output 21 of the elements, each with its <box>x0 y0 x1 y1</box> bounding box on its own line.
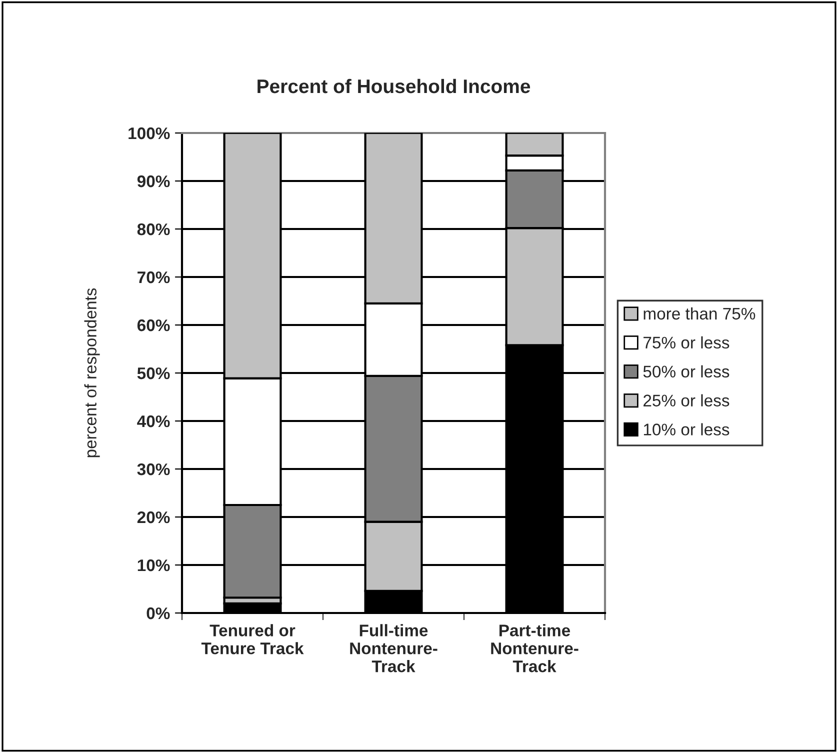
legend-label: 75% or less <box>644 336 730 349</box>
y-axis-title: percent of respondents <box>84 288 100 458</box>
x-tick-label: Tenured or Tenure Track <box>201 624 304 654</box>
x-tick-label: Full-time Nontenure- Track <box>350 624 438 672</box>
y-tick-label: 70% <box>138 271 170 284</box>
y-tick-label: 100% <box>128 127 170 140</box>
x-tick-label: Part-time Nontenure- Track <box>491 624 578 672</box>
y-tick-label: 20% <box>137 511 170 524</box>
legend-label: 25% or less <box>644 394 730 406</box>
y-tick-label: 10% <box>138 559 170 572</box>
y-tick-label: 30% <box>137 463 170 476</box>
legend-label: more than 75% <box>644 307 756 320</box>
legend-label: 50% or less <box>643 365 730 378</box>
y-tick-label: 40% <box>137 415 170 428</box>
y-tick-label: 90% <box>137 175 170 188</box>
y-tick-label: 50% <box>137 367 170 380</box>
legend-label: 10% or less <box>644 423 730 436</box>
y-tick-label: 60% <box>137 319 170 332</box>
y-tick-label: 80% <box>137 223 170 236</box>
chart-title: Percent of Household Income <box>258 78 530 94</box>
y-tick-label: 0% <box>146 607 170 620</box>
